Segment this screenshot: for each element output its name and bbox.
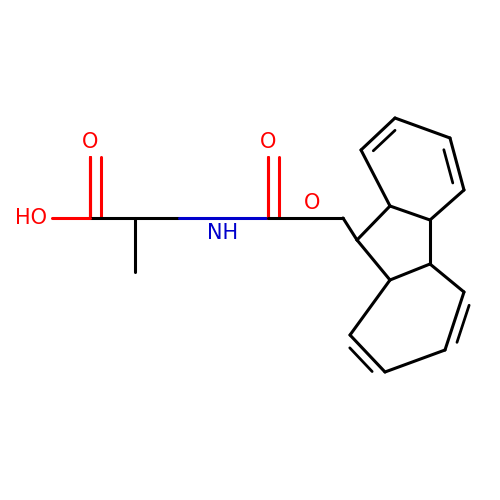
Text: O: O: [260, 132, 276, 152]
Text: HO: HO: [15, 208, 47, 228]
Text: O: O: [304, 193, 320, 213]
Text: NH: NH: [208, 223, 238, 243]
Text: O: O: [82, 132, 98, 152]
